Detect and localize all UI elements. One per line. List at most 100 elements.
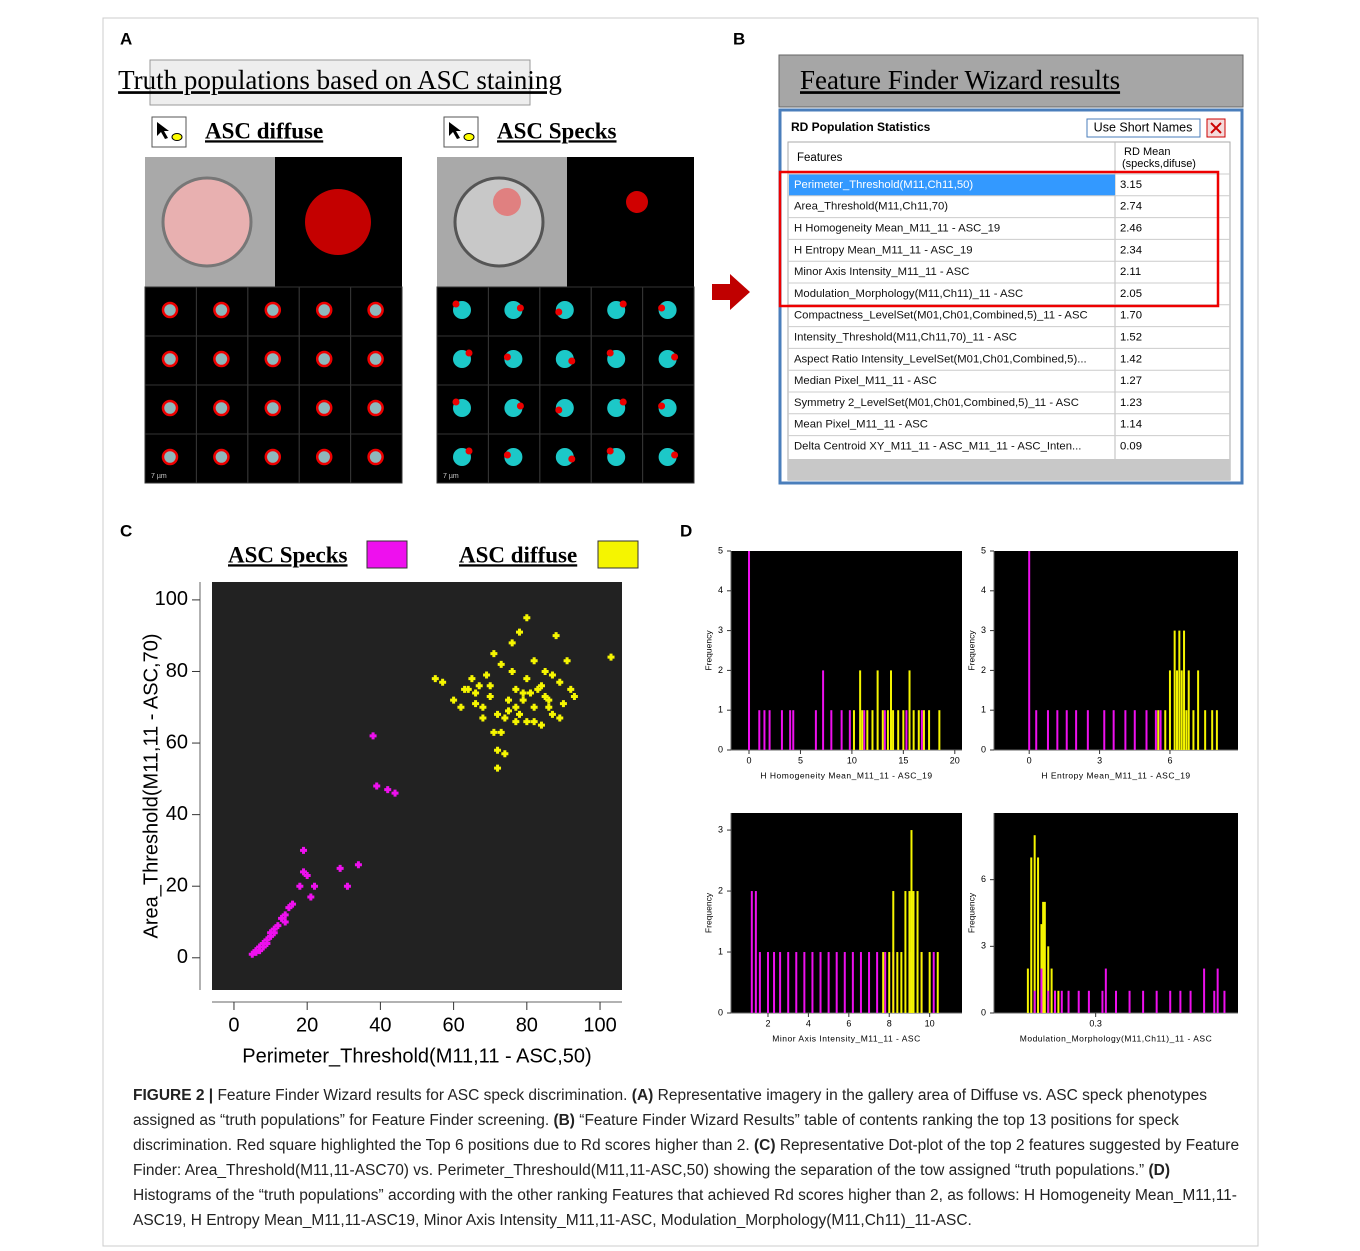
gallery-speck [517, 403, 524, 410]
bar [1211, 710, 1213, 750]
caption-label: (C) [754, 1137, 776, 1154]
y-tick-label: 1 [981, 705, 986, 715]
y-axis-label: Frequency [703, 630, 713, 671]
bar [1028, 551, 1030, 750]
figure: ABCDTruth populations based on ASC stain… [0, 0, 1360, 1251]
bar [1105, 969, 1107, 1013]
plot-area [731, 551, 962, 750]
bar [938, 710, 940, 750]
x-tick-label: 15 [898, 756, 908, 766]
bar [933, 952, 935, 1013]
column-header: (specks,difuse) [1122, 158, 1196, 170]
x-tick-label: 6 [1167, 756, 1172, 766]
rd-mean: 1.70 [1120, 310, 1142, 322]
x-axis-label: Modulation_Morphology(M11,Ch11)_11 - ASC [1020, 1033, 1212, 1043]
y-tick-label: 20 [166, 874, 188, 896]
y-tick-label: 0 [981, 1007, 986, 1017]
bar [1183, 631, 1185, 750]
bar [1047, 710, 1049, 750]
y-tick-label: 3 [981, 941, 986, 951]
bar [1204, 710, 1206, 750]
bar [1169, 670, 1171, 750]
gallery-cell-image [369, 352, 383, 366]
bar [1047, 991, 1049, 1013]
bar [852, 952, 854, 1013]
x-tick-label: 10 [847, 756, 857, 766]
gallery-speck [658, 305, 665, 312]
bar [1044, 902, 1046, 1013]
bar [787, 952, 789, 1013]
bar [1124, 710, 1126, 750]
feature-name: Aspect Ratio Intensity_LevelSet(M01,Ch01… [794, 353, 1087, 365]
x-tick-label: 20 [296, 1014, 318, 1036]
panel-label: C [120, 521, 132, 540]
bar [868, 952, 870, 1013]
rd-mean: 1.27 [1120, 375, 1142, 387]
rd-mean: 2.05 [1120, 288, 1142, 300]
pointer-dot [464, 134, 474, 141]
x-tick-label: 0 [746, 756, 751, 766]
table-empty [788, 459, 1230, 480]
y-tick-label: 2 [718, 885, 723, 895]
bar [904, 891, 906, 1013]
bar [759, 952, 761, 1013]
x-axis-label: H Entropy Mean_M11_11 - ASC_19 [1041, 770, 1190, 780]
bar [1217, 969, 1219, 1013]
bar [1078, 991, 1080, 1013]
gallery-speck [504, 452, 511, 459]
bar [1030, 857, 1032, 1013]
gallery-speck [671, 354, 678, 361]
column-header: RD Mean [1124, 146, 1170, 158]
gallery-speck [620, 301, 627, 308]
rd-mean: 1.23 [1120, 397, 1142, 409]
x-tick-label: 8 [887, 1019, 892, 1029]
rd-mean: 0.09 [1120, 440, 1142, 452]
feature-name: H Homogeneity Mean_M11_11 - ASC_19 [794, 222, 1000, 234]
y-axis-label: Frequency [703, 892, 713, 933]
y-tick-label: 100 [155, 588, 188, 610]
panel-label: D [680, 521, 692, 540]
speck [493, 188, 521, 216]
gallery-cell-image [163, 401, 177, 415]
bar [849, 710, 851, 750]
scale-bar: 7 µm [151, 473, 167, 480]
bar [1066, 710, 1068, 750]
scale-bar: 7 µm [443, 473, 459, 480]
bar [1160, 710, 1162, 750]
x-tick-label: 0 [228, 1014, 239, 1036]
bar [1034, 991, 1036, 1013]
bar [1178, 631, 1180, 750]
bar [908, 891, 910, 1013]
feature-name: Area_Threshold(M11,Ch11,70) [794, 201, 948, 213]
bar [871, 710, 873, 750]
bar [1040, 969, 1042, 1013]
bar [1054, 991, 1056, 1013]
gallery-speck [517, 305, 524, 312]
feature-name: Compactness_LevelSet(M01,Ch01,Combined,5… [794, 310, 1088, 322]
bar [917, 891, 919, 1013]
group-title: ASC Specks [497, 118, 617, 143]
legend-swatch [598, 541, 638, 568]
bar [1057, 991, 1059, 1013]
gallery-speck [466, 350, 473, 357]
gallery-speck [466, 448, 473, 455]
gallery-speck [607, 350, 614, 357]
bar [892, 710, 894, 750]
bar [792, 710, 794, 750]
bar [781, 710, 783, 750]
legend-label: ASC diffuse [459, 542, 577, 567]
bar [913, 710, 915, 750]
bar [866, 710, 868, 750]
x-tick-label: 40 [369, 1014, 391, 1036]
bar [923, 710, 925, 750]
bar [896, 952, 898, 1013]
bar [767, 952, 769, 1013]
x-axis-label: Perimeter_Threshold(M11,11 - ASC,50) [242, 1045, 591, 1067]
bar [1223, 991, 1225, 1013]
arrow [712, 274, 750, 310]
bar [836, 952, 838, 1013]
gallery-speck [620, 399, 627, 406]
x-tick-label: 20 [950, 756, 960, 766]
bar [1051, 969, 1053, 1013]
bar [921, 710, 923, 750]
